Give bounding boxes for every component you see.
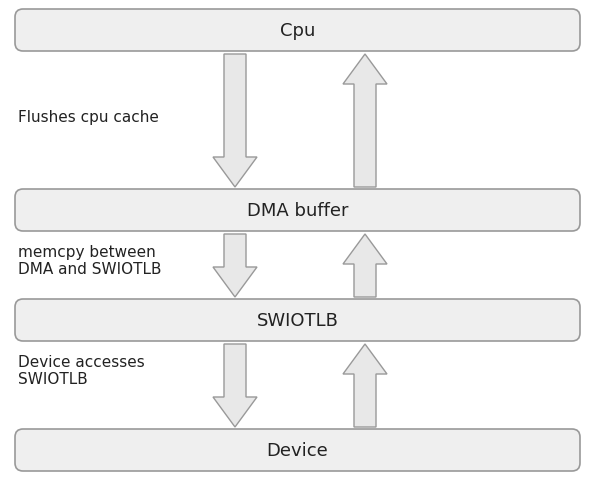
Text: Device: Device — [266, 441, 328, 459]
Text: Flushes cpu cache: Flushes cpu cache — [18, 110, 159, 125]
Polygon shape — [343, 344, 387, 427]
Polygon shape — [213, 235, 257, 297]
Text: Cpu: Cpu — [280, 22, 315, 40]
Polygon shape — [343, 55, 387, 188]
Text: memcpy between
DMA and SWIOTLB: memcpy between DMA and SWIOTLB — [18, 244, 161, 277]
Text: SWIOTLB: SWIOTLB — [257, 311, 338, 329]
Polygon shape — [213, 344, 257, 427]
FancyBboxPatch shape — [15, 190, 580, 231]
FancyBboxPatch shape — [15, 300, 580, 341]
FancyBboxPatch shape — [15, 10, 580, 52]
Polygon shape — [343, 235, 387, 297]
Text: DMA buffer: DMA buffer — [247, 201, 348, 220]
FancyBboxPatch shape — [15, 429, 580, 471]
Polygon shape — [213, 55, 257, 188]
Text: Device accesses
SWIOTLB: Device accesses SWIOTLB — [18, 354, 145, 387]
